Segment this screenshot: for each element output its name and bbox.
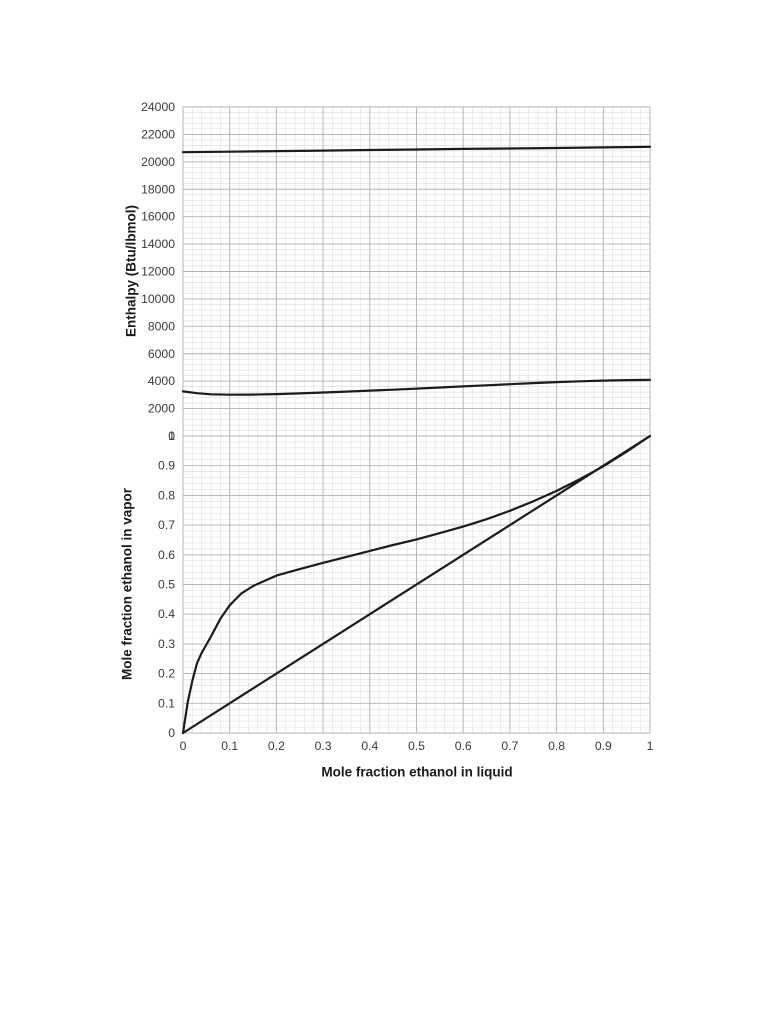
x-tick-label: 0.1 xyxy=(221,739,238,753)
y-tick-label: 20000 xyxy=(141,155,175,169)
diagonal-y-equals-x-line xyxy=(181,434,652,735)
x-tick-label: 0.5 xyxy=(408,739,425,753)
plot-area-border xyxy=(182,435,651,734)
x-tick-label: 0.8 xyxy=(548,739,565,753)
y-tick-label: 0.9 xyxy=(158,459,175,473)
y-tick-label: 14000 xyxy=(141,237,175,251)
y-tick-label: 16000 xyxy=(141,210,175,224)
y-tick-label: 1 xyxy=(168,429,175,443)
x-tick-label: 0.7 xyxy=(501,739,518,753)
x-tick-label: 0.6 xyxy=(455,739,472,753)
y-tick-label: 10000 xyxy=(141,292,175,306)
y-tick-label: 2000 xyxy=(148,402,175,416)
x-tick-label: 0.3 xyxy=(315,739,332,753)
y-tick-label: 8000 xyxy=(148,319,175,333)
y-tick-label: 12000 xyxy=(141,265,175,279)
saturated-liquid-enthalpy-curve xyxy=(181,378,652,396)
y-tick-label: 24000 xyxy=(141,100,175,114)
y-tick-label: 0 xyxy=(168,726,175,740)
y-tick-label: 6000 xyxy=(148,347,175,361)
x-tick-label: 0.4 xyxy=(361,739,378,753)
x-tick-label: 0 xyxy=(180,739,187,753)
y-tick-label: 18000 xyxy=(141,182,175,196)
x-tick-label: 0.2 xyxy=(268,739,285,753)
vapor-liquid-equilibrium-curve xyxy=(181,434,652,735)
enthalpy-axis-title: Enthalpy (Btu/lbmol) xyxy=(123,205,139,337)
liquid-mole-fraction-axis-title: Mole fraction ethanol in liquid xyxy=(321,764,513,780)
y-tick-label: 0.8 xyxy=(158,488,175,502)
y-tick-label: 22000 xyxy=(141,127,175,141)
y-tick-label: 0.5 xyxy=(158,578,175,592)
y-tick-label: 0.6 xyxy=(158,548,175,562)
y-tick-label: 0.7 xyxy=(158,518,175,532)
y-tick-label: 0.2 xyxy=(158,667,175,681)
x-tick-label: 1 xyxy=(647,739,654,753)
y-tick-label: 0.4 xyxy=(158,607,175,621)
x-tick-label: 0.9 xyxy=(595,739,612,753)
y-tick-label: 0.3 xyxy=(158,637,175,651)
y-tick-label: 4000 xyxy=(148,374,175,388)
saturated-vapor-enthalpy-curve xyxy=(181,145,652,154)
y-tick-label: 0 xyxy=(168,429,175,443)
vapor-mole-fraction-axis-title: Mole fraction ethanol in vapor xyxy=(119,487,135,681)
y-tick-label: 0.1 xyxy=(158,696,175,710)
